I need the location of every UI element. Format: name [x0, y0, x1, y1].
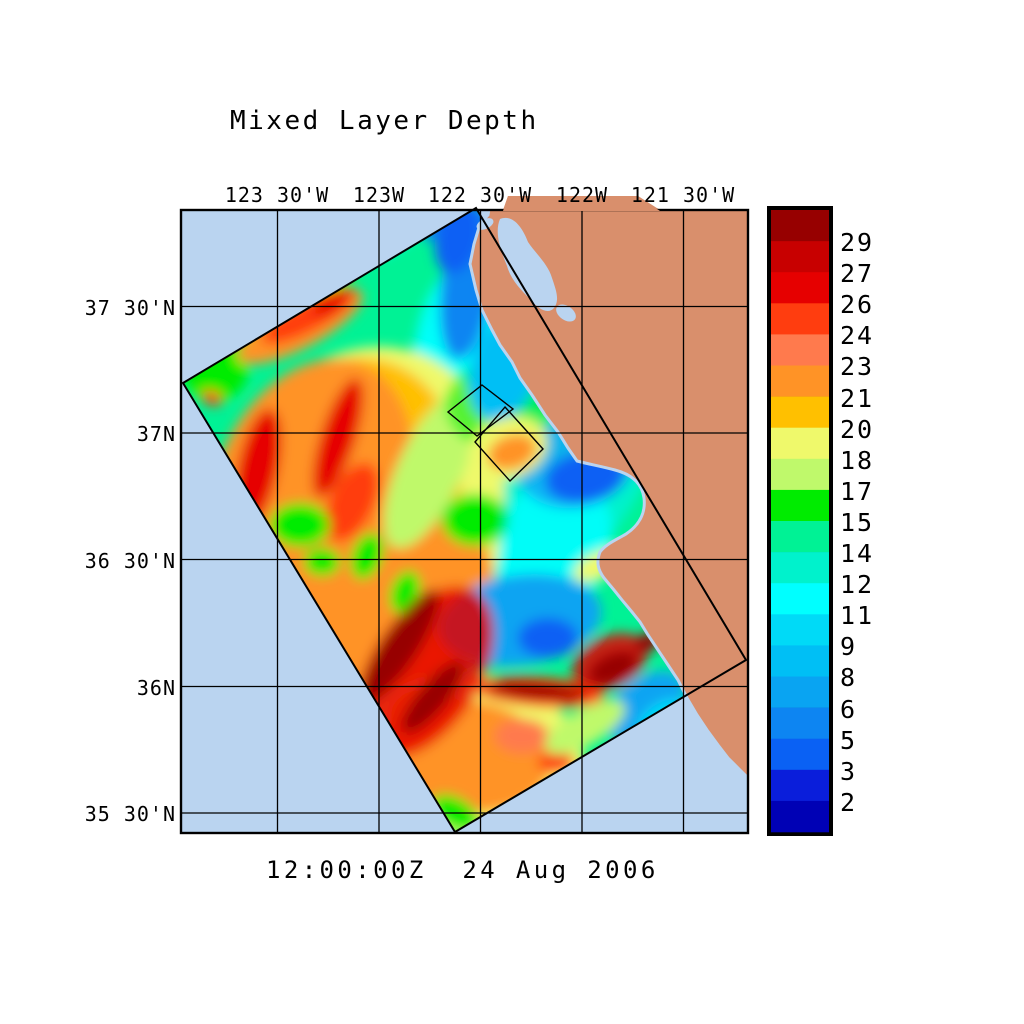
plot-title: Mixed Layer Depth: [230, 106, 539, 136]
lon-tick-label: 122W: [555, 183, 609, 207]
lon-tick-label: 122 30'W: [427, 183, 533, 207]
lat-tick-label: 36 30'N: [84, 549, 176, 573]
colorbar-tick-label: 2: [840, 788, 858, 817]
nested-grid-box-1: [446, 384, 515, 437]
land-mask: [468, 196, 748, 780]
colorbar-tick-label: 21: [840, 384, 875, 413]
lon-tick-label: 123 30'W: [224, 183, 330, 207]
colorbar-tick-label: 26: [840, 290, 875, 319]
colorbar-tick-label: 27: [840, 259, 875, 288]
colorbar-segments: [771, 210, 829, 833]
colorbar-tick-label: 23: [840, 352, 875, 381]
colorbar-tick-label: 8: [840, 663, 858, 692]
coastline: [468, 196, 748, 780]
map-frame: [179, 208, 750, 835]
lat-tick-label: 37N: [136, 422, 176, 446]
colorbar-tick-label: 29: [840, 228, 875, 257]
colorbar: [767, 206, 833, 836]
lat-tick-label: 37 30'N: [84, 296, 176, 320]
colorbar-tick-label: 15: [840, 508, 875, 537]
colorbar-tick-label: 6: [840, 695, 858, 724]
colorbar-tick-label: 5: [840, 726, 858, 755]
nested-grid-box-2: [474, 405, 544, 483]
time-label: 12:00:00Z 24 Aug 2006: [266, 856, 659, 884]
colorbar-tick-label: 12: [840, 570, 875, 599]
colorbar-tick-label: 11: [840, 601, 875, 630]
colorbar-tick-label: 14: [840, 539, 875, 568]
lon-tick-label: 121 30'W: [630, 183, 736, 207]
graticule: [181, 210, 748, 833]
colorbar-tick-label: 18: [840, 446, 875, 475]
lat-tick-label: 36N: [136, 676, 176, 700]
san-francisco-bay: [497, 217, 558, 312]
colorbar-tick-label: 17: [840, 477, 875, 506]
lon-tick-label: 123W: [352, 183, 406, 207]
south-bay-lobe: [556, 304, 576, 322]
colorbar-tick-label: 9: [840, 632, 858, 661]
land-bump-above-frame: [503, 196, 660, 211]
colorbar-tick-label: 20: [840, 415, 875, 444]
lat-tick-label: 35 30'N: [84, 802, 176, 826]
colorbar-tick-label: 3: [840, 757, 858, 786]
colorbar-tick-label: 24: [840, 321, 875, 350]
